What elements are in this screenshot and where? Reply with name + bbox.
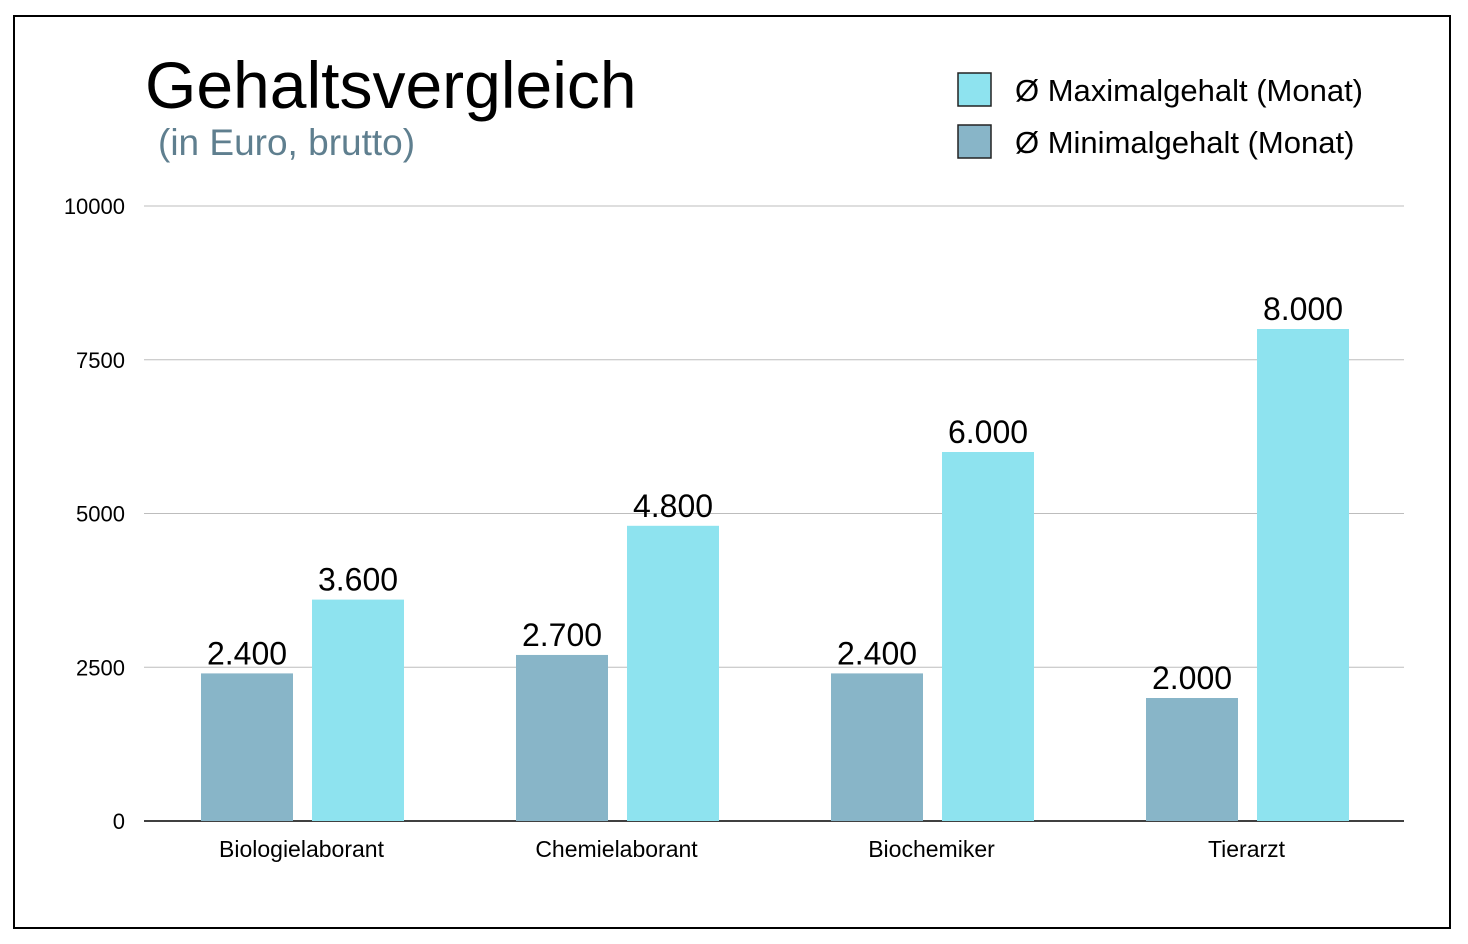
data-label: 3.600 [318, 562, 398, 598]
data-label: 2.000 [1152, 660, 1232, 696]
bar-max [312, 599, 404, 821]
data-label: 8.000 [1263, 291, 1343, 327]
chart-frame [13, 15, 1451, 929]
y-tick-label: 0 [113, 809, 125, 834]
x-tick-label: Chemielaborant [535, 836, 698, 862]
chart-title: Gehaltsvergleich [145, 48, 637, 122]
legend-swatch [957, 72, 992, 107]
y-tick-label: 2500 [76, 655, 125, 680]
bar-min [516, 654, 608, 821]
bar-max [627, 525, 719, 821]
bar-max [1257, 329, 1349, 821]
bar-max [942, 452, 1034, 821]
legend-label: Ø Maximalgehalt (Monat) [1015, 73, 1363, 108]
data-label: 4.800 [633, 488, 713, 524]
data-label: 6.000 [948, 414, 1028, 450]
bar-min [201, 673, 293, 821]
bar-min [1146, 698, 1238, 821]
y-tick-label: 7500 [76, 348, 125, 373]
bar-min [831, 673, 923, 821]
legend-label: Ø Minimalgehalt (Monat) [1015, 125, 1354, 160]
y-tick-label: 5000 [76, 502, 125, 527]
x-tick-label: Biologielaborant [219, 836, 385, 862]
x-tick-label: Biochemiker [868, 836, 995, 862]
x-tick-label: Tierarzt [1208, 836, 1286, 862]
data-label: 2.700 [522, 617, 602, 653]
chart-subtitle: (in Euro, brutto) [158, 122, 415, 163]
data-label: 2.400 [837, 635, 917, 671]
legend-swatch [957, 124, 992, 159]
data-label: 2.400 [207, 635, 287, 671]
y-tick-label: 10000 [64, 194, 125, 219]
